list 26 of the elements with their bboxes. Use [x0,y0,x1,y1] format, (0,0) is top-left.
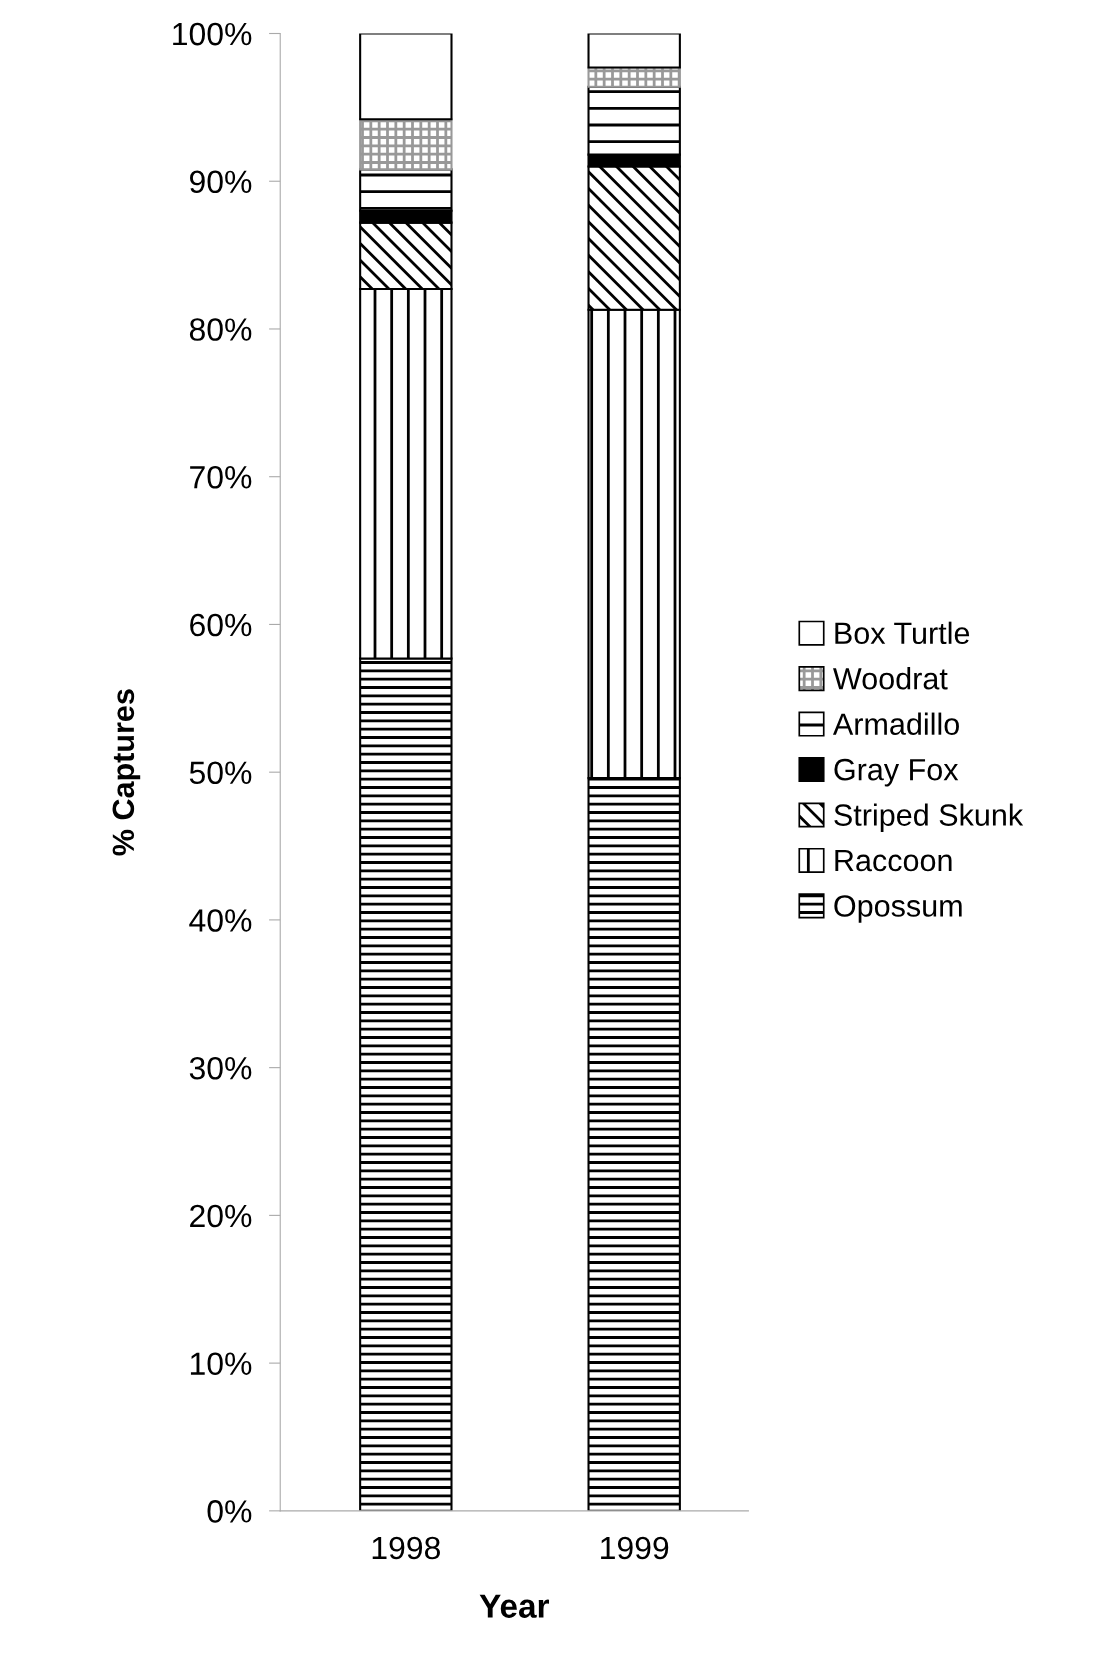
y-tick-label: 0% [207,1500,252,1523]
y-tick-label: 90% [190,170,252,194]
bar [359,33,453,121]
legend-label: Striped Skunk [834,803,1024,832]
legend-label: Opossum [834,895,962,923]
legend-label: Box Turtle [835,621,970,645]
bar [587,66,681,88]
x-tick-label: 1999 [601,1536,669,1560]
y-tick-label: 80% [189,318,252,341]
legend-label: Woodrat [833,667,948,690]
y-tick-label: 60% [190,613,252,637]
x-tick-label: 1998 [372,1536,440,1560]
bar [587,33,681,69]
y-tick-label: 20% [190,1204,252,1228]
y-tick-label: 50% [189,761,252,785]
legend-label: Raccoon [835,850,952,872]
x-axis-title: Year [479,1594,550,1618]
y-axis-title: % Captures [112,689,141,856]
y-tick-label: 10% [190,1352,252,1375]
legend-label: Gray Fox [834,758,959,787]
legend-label: Armadillo [832,712,959,736]
y-tick-label: 30% [189,1056,252,1080]
bar [359,118,453,171]
y-tick-label: 40% [189,909,252,932]
y-tick-label: 70% [190,465,252,489]
y-tick-label: 100% [173,22,252,46]
